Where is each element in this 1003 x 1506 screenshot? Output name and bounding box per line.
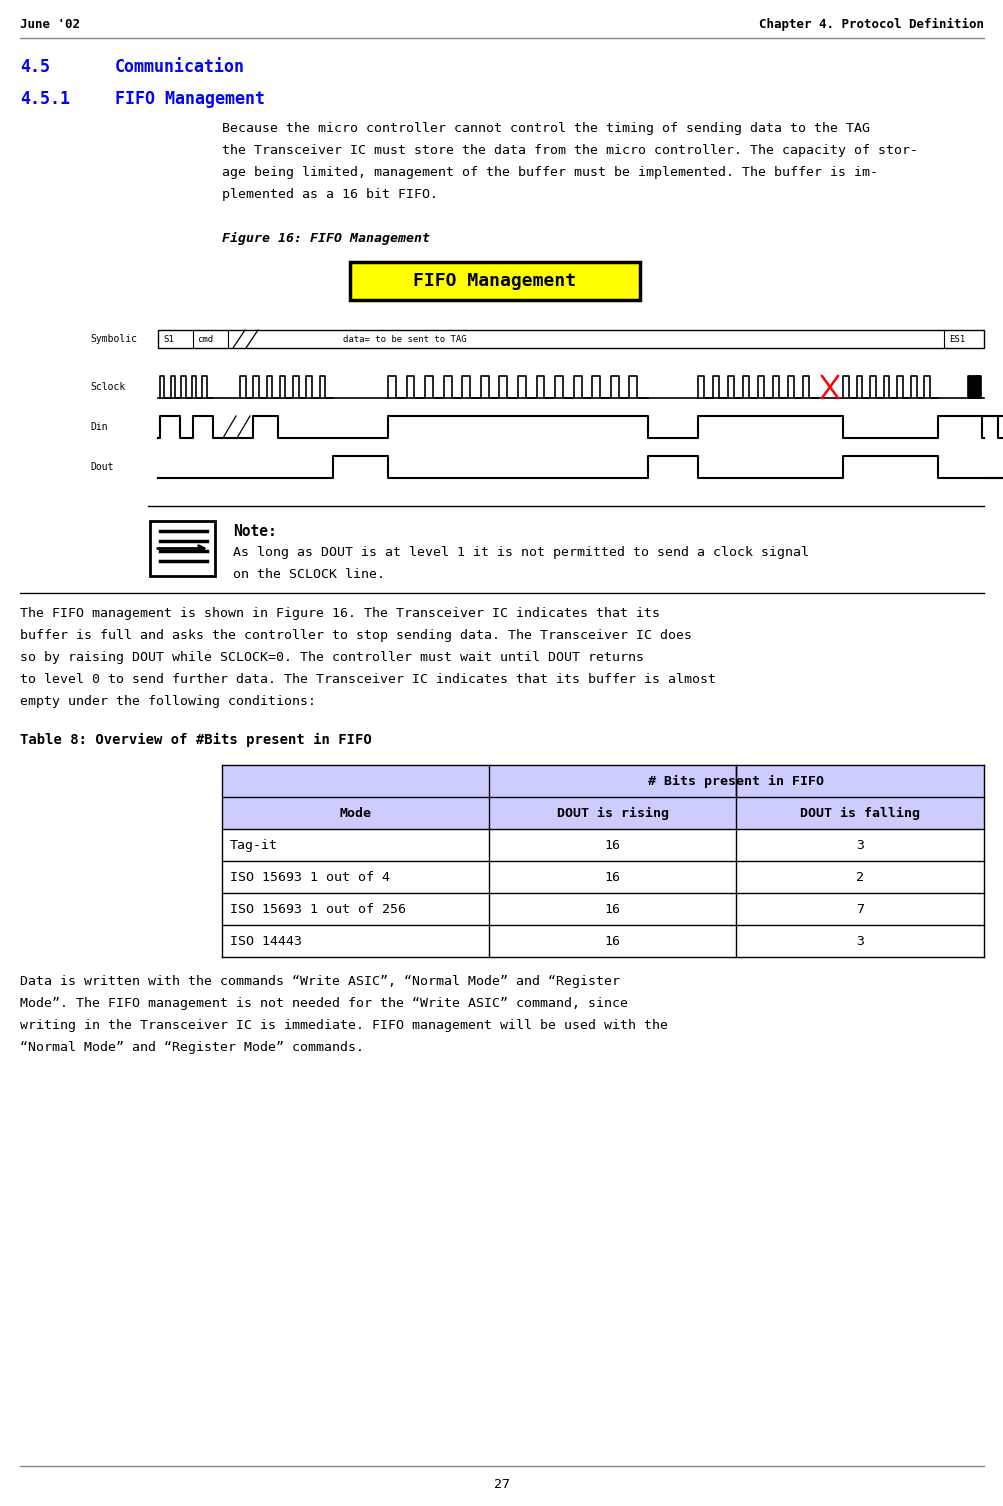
- Text: # Bits present in FIFO: # Bits present in FIFO: [648, 774, 823, 788]
- Bar: [222, 765, 488, 797]
- Text: Din: Din: [90, 422, 107, 432]
- Text: 16: 16: [604, 935, 620, 947]
- Text: ISO 14443: ISO 14443: [230, 935, 302, 947]
- Text: age being limited, management of the buffer must be implemented. The buffer is i: age being limited, management of the buf…: [222, 166, 878, 179]
- Text: 16: 16: [604, 902, 620, 916]
- Text: FIFO Management: FIFO Management: [413, 273, 576, 291]
- Text: 27: 27: [493, 1477, 510, 1491]
- Bar: [222, 925, 983, 956]
- Bar: [350, 262, 639, 300]
- Text: Mode”. The FIFO management is not needed for the “Write ASIC” command, since: Mode”. The FIFO management is not needed…: [20, 997, 627, 1011]
- Text: June '02: June '02: [20, 18, 80, 32]
- Text: so by raising DOUT while SCLOCK=0. The controller must wait until DOUT returns: so by raising DOUT while SCLOCK=0. The c…: [20, 651, 643, 664]
- Text: Figure 16: FIFO Management: Figure 16: FIFO Management: [222, 232, 429, 245]
- Text: to level 0 to send further data. The Transceiver IC indicates that its buffer is: to level 0 to send further data. The Tra…: [20, 673, 715, 687]
- Bar: [222, 893, 983, 925]
- Text: buffer is full and asks the controller to stop sending data. The Transceiver IC : buffer is full and asks the controller t…: [20, 630, 691, 642]
- Text: ISO 15693 1 out of 256: ISO 15693 1 out of 256: [230, 902, 405, 916]
- Text: 3: 3: [856, 839, 864, 851]
- Text: 7: 7: [856, 902, 864, 916]
- Text: DOUT is falling: DOUT is falling: [799, 806, 920, 819]
- Bar: [488, 765, 983, 797]
- Text: Mode: Mode: [339, 807, 371, 819]
- Bar: [222, 861, 983, 893]
- Text: cmd: cmd: [197, 334, 213, 343]
- Text: Communication: Communication: [115, 59, 245, 75]
- Text: empty under the following conditions:: empty under the following conditions:: [20, 694, 316, 708]
- Text: Sclock: Sclock: [90, 383, 125, 392]
- Text: ES1: ES1: [948, 334, 964, 343]
- Text: Tag-it: Tag-it: [230, 839, 278, 851]
- Text: Note:: Note:: [233, 524, 277, 539]
- Bar: [222, 828, 983, 861]
- Text: “Normal Mode” and “Register Mode” commands.: “Normal Mode” and “Register Mode” comman…: [20, 1041, 364, 1054]
- Text: Table 8: Overview of #Bits present in FIFO: Table 8: Overview of #Bits present in FI…: [20, 733, 371, 747]
- Bar: [222, 797, 983, 828]
- Text: FIFO Management: FIFO Management: [115, 90, 265, 108]
- Text: 16: 16: [604, 839, 620, 851]
- Text: 3: 3: [856, 935, 864, 947]
- Text: As long as DOUT is at level 1 it is not permitted to send a clock signal: As long as DOUT is at level 1 it is not …: [233, 547, 808, 559]
- Bar: [157, 330, 983, 348]
- Text: Symbolic: Symbolic: [90, 334, 136, 343]
- Text: Chapter 4. Protocol Definition: Chapter 4. Protocol Definition: [758, 18, 983, 32]
- Text: DOUT is rising: DOUT is rising: [556, 806, 668, 819]
- Text: writing in the Transceiver IC is immediate. FIFO management will be used with th: writing in the Transceiver IC is immedia…: [20, 1020, 667, 1032]
- Text: Data is written with the commands “Write ASIC”, “Normal Mode” and “Register: Data is written with the commands “Write…: [20, 974, 620, 988]
- Text: data= to be sent to TAG: data= to be sent to TAG: [343, 334, 466, 343]
- Text: the Transceiver IC must store the data from the micro controller. The capacity o: the Transceiver IC must store the data f…: [222, 145, 917, 157]
- Text: The FIFO management is shown in Figure 16. The Transceiver IC indicates that its: The FIFO management is shown in Figure 1…: [20, 607, 659, 620]
- Text: Because the micro controller cannot control the timing of sending data to the TA: Because the micro controller cannot cont…: [222, 122, 870, 136]
- Text: ....: ....: [216, 390, 231, 401]
- Text: 2: 2: [856, 870, 864, 884]
- Text: S1: S1: [162, 334, 174, 343]
- Text: Dout: Dout: [90, 462, 113, 471]
- Bar: [149, 521, 215, 575]
- Text: ISO 15693 1 out of 4: ISO 15693 1 out of 4: [230, 870, 389, 884]
- Text: 4.5.1: 4.5.1: [20, 90, 70, 108]
- Text: on the SCLOCK line.: on the SCLOCK line.: [233, 568, 384, 581]
- Text: 4.5: 4.5: [20, 59, 50, 75]
- Text: 16: 16: [604, 870, 620, 884]
- Text: plemented as a 16 bit FIFO.: plemented as a 16 bit FIFO.: [222, 188, 437, 200]
